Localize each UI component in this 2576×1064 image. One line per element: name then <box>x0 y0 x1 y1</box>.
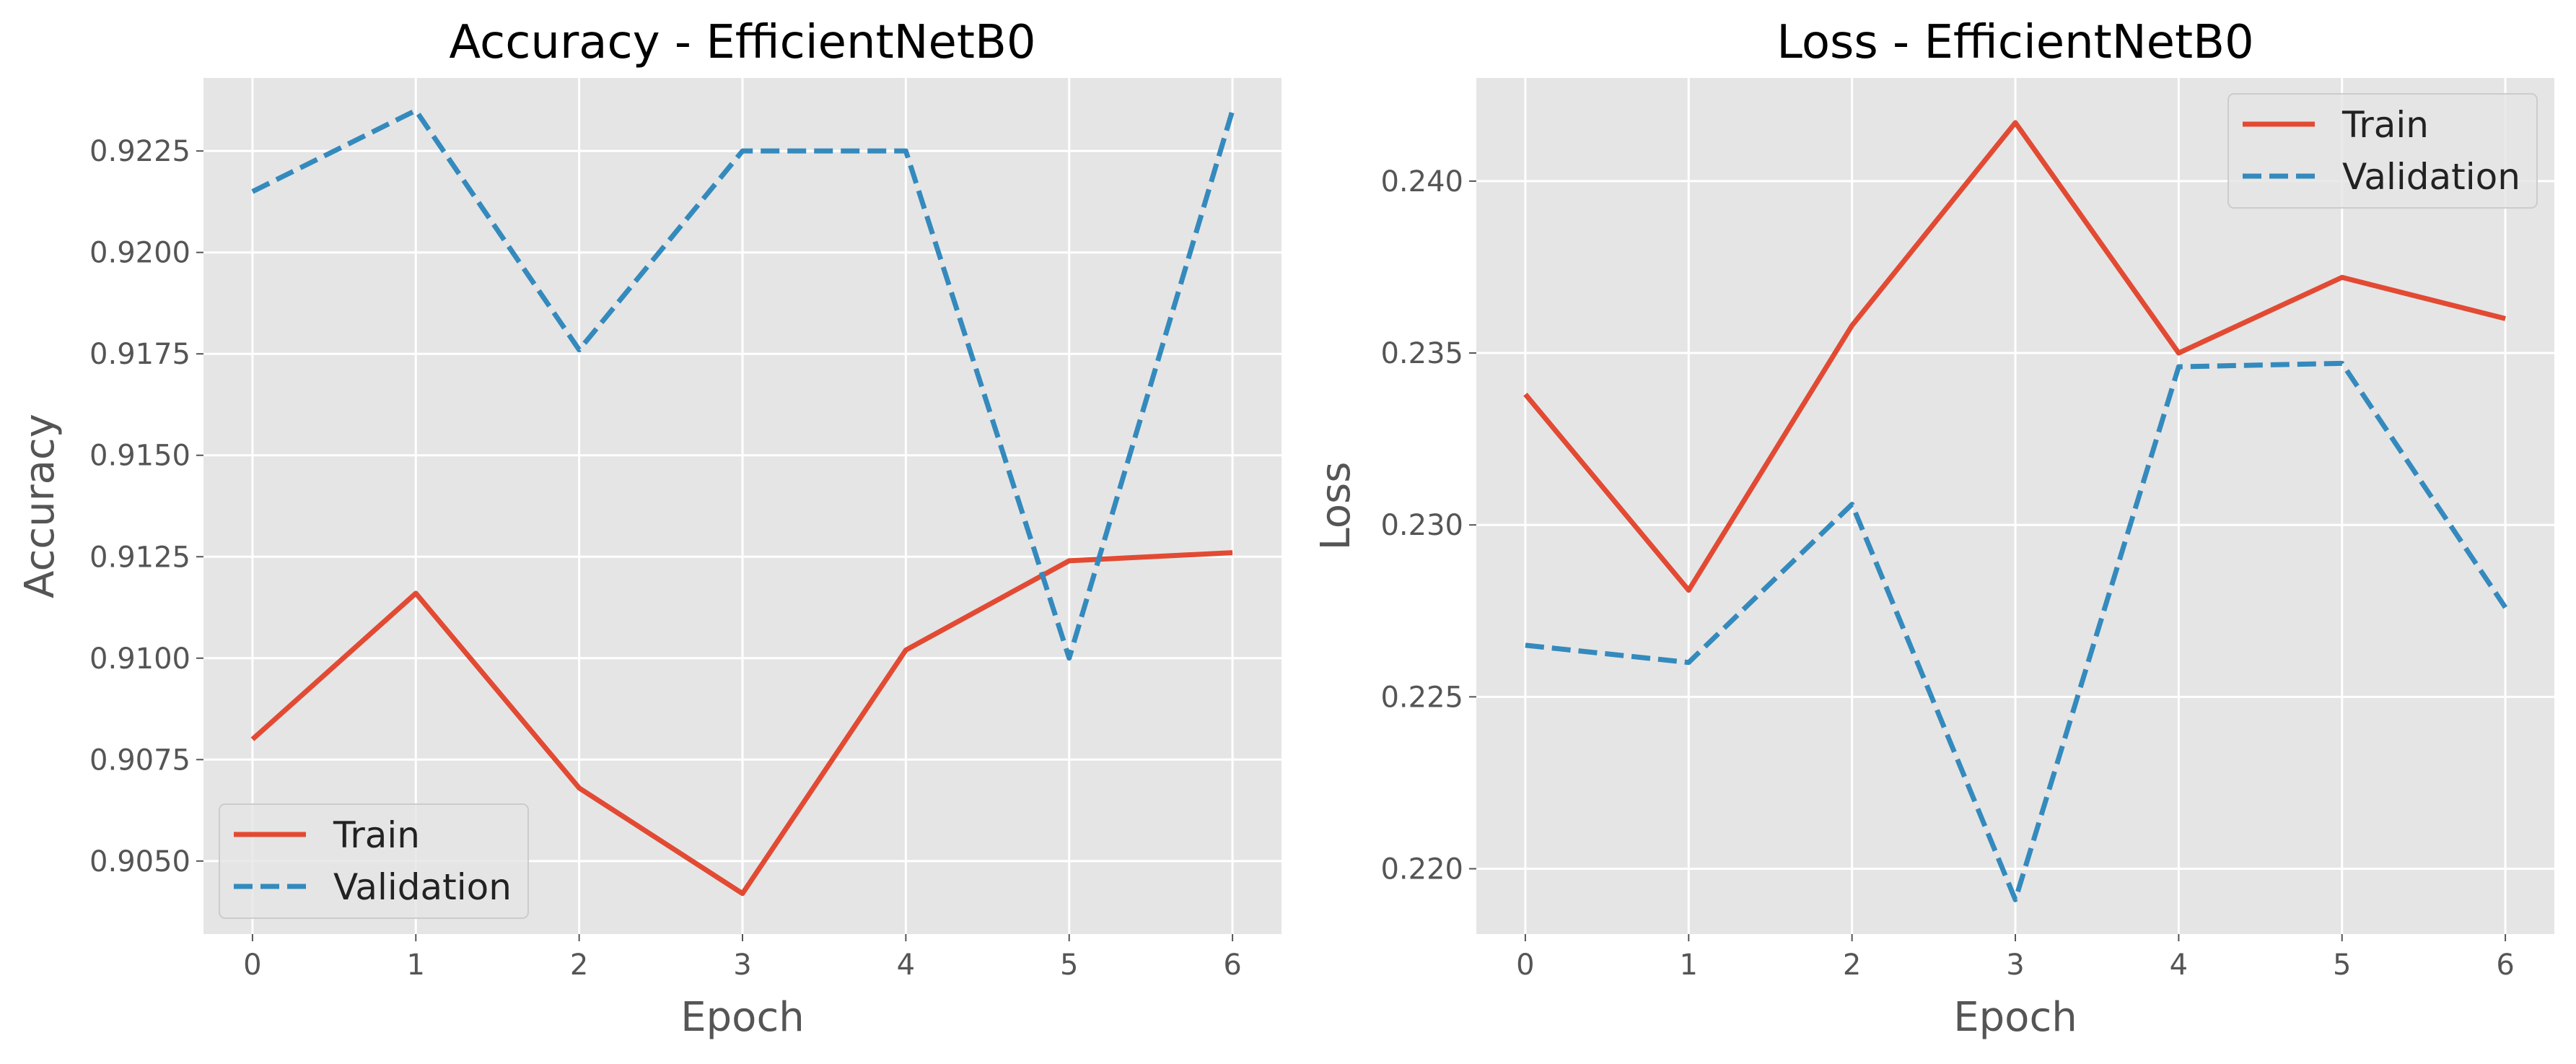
x-tick-label: 5 <box>2333 949 2351 982</box>
chart-title: Accuracy - EfficientNetB0 <box>449 16 1035 69</box>
legend-label: Train <box>333 814 420 856</box>
y-tick-label: 0.9075 <box>89 744 190 777</box>
legend-label: Validation <box>333 866 512 908</box>
x-tick-label: 2 <box>570 949 588 982</box>
y-tick-label: 0.9225 <box>89 135 190 168</box>
x-tick-label: 3 <box>2006 949 2024 982</box>
y-tick-label: 0.235 <box>1380 337 1463 370</box>
x-tick-label: 1 <box>407 949 425 982</box>
x-axis-label: Epoch <box>680 994 804 1041</box>
x-tick-label: 1 <box>1680 949 1698 982</box>
y-tick-label: 0.9100 <box>89 642 190 676</box>
x-axis-label: Epoch <box>1953 994 2077 1041</box>
legend-label: Validation <box>2342 156 2520 198</box>
legend: Train Validation <box>219 803 529 919</box>
y-tick-label: 0.230 <box>1380 509 1463 542</box>
loss-chart: 0 1 2 3 4 5 6 0.220 0.225 0.230 0.235 0.240 Loss - E… <box>1313 16 2554 1041</box>
chart-title: Loss - EfficientNetB0 <box>1777 16 2253 69</box>
y-tick-label: 0.220 <box>1380 853 1463 886</box>
y-tick-label: 0.9125 <box>89 541 190 574</box>
y-tick-label: 0.9175 <box>89 338 190 371</box>
x-tick-label: 6 <box>1223 949 1241 982</box>
y-tick-label: 0.9150 <box>89 440 190 473</box>
legend: Train Validation <box>2227 93 2538 209</box>
accuracy-chart: 0 1 2 3 4 5 6 0.9050 0.9075 0.9100 0.9125 0.9150 0.9… <box>17 16 1282 1041</box>
x-tick-label: 4 <box>2170 949 2188 982</box>
y-axis-label: Accuracy <box>17 414 63 598</box>
x-tick-label: 0 <box>243 949 261 982</box>
x-tick-label: 4 <box>897 949 915 982</box>
x-tick-label: 0 <box>1516 949 1534 982</box>
x-tick-label: 3 <box>733 949 751 982</box>
x-tick-label: 6 <box>2496 949 2514 982</box>
legend-label: Train <box>2341 104 2429 146</box>
x-tick-label: 5 <box>1060 949 1078 982</box>
x-tick-label: 2 <box>1843 949 1861 982</box>
y-tick-label: 0.240 <box>1380 165 1463 199</box>
y-tick-label: 0.9050 <box>89 845 190 878</box>
y-tick-label: 0.9200 <box>89 237 190 270</box>
y-tick-label: 0.225 <box>1380 681 1463 714</box>
y-axis-label: Loss <box>1313 462 1359 551</box>
